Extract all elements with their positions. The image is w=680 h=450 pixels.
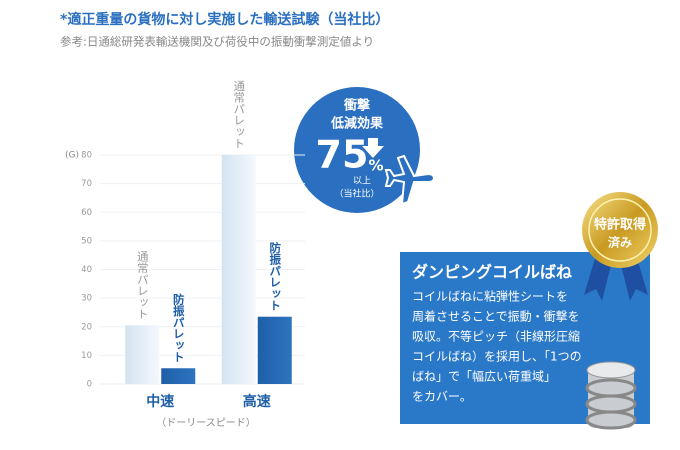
y-axis-label: (G) [65,151,79,161]
down-arrow [362,138,384,158]
feature-line: コイルばねに粘弾性シートを [412,289,568,304]
x-axis-label: （ドーリースピード） [156,417,256,429]
bar [161,368,196,384]
x-tick-label: 高速 [243,393,271,410]
medal-text: 特許取得 [594,217,646,233]
series-label: 防振パレット [172,292,186,362]
bar [125,325,160,384]
chart-title: *適正重量の貨物に対し実施した輸送試験（当社比） [60,11,389,28]
badge-note: （当社比） [334,188,379,200]
badge-text: 衝撃 [343,98,370,114]
y-tick-label: 70 [81,179,92,189]
y-tick-label: 40 [81,265,92,275]
y-tick-label: 50 [81,236,92,246]
series-label: 通常パレット [232,80,246,149]
y-tick-label: 20 [81,322,92,332]
feature-text: コイルばねに粘弾性シートを周着させることで振動・衝撃を吸収。不等ピッチ（非線形圧… [412,289,582,404]
feature-title: ダンピングコイルばね [412,263,572,282]
medal [582,192,658,268]
medal-ribbon [584,255,648,301]
x-tick-label: 中速 [146,393,174,410]
y-tick-label: 60 [81,208,92,218]
bar [257,316,292,384]
feature-line: をカバー。 [412,390,472,404]
series-label: 通常パレット [136,250,150,319]
y-tick-label: 80 [81,151,92,161]
y-tick-label: 0 [87,380,92,390]
feature-line: 周着させることで振動・衝撃を [412,309,580,324]
airplane-icon [384,154,436,206]
medal-ring [588,198,652,262]
y-tick-label: 10 [81,351,92,361]
feature-line: 吸収。不等ピッチ（非線形圧縮 [412,329,580,344]
coil-spring [585,361,637,430]
badge-text: 低減効果 [330,116,383,132]
badge-note: 以上 [353,176,371,187]
feature-line: ばね」で「幅広い荷重域」 [412,369,556,384]
badge-unit: % [368,157,383,175]
medal-text: 済み [608,235,632,250]
badge-number: 75 [316,133,369,177]
chart-subtitle: 参考:日通総研発表輸送機関及び荷役中の振動衝撃測定値より [60,35,374,49]
bar [221,155,256,384]
feature-line: コイルばね）を採用し、「1つの [412,350,582,364]
series-label: 防振パレット [268,241,282,311]
y-tick-label: 30 [81,294,92,304]
